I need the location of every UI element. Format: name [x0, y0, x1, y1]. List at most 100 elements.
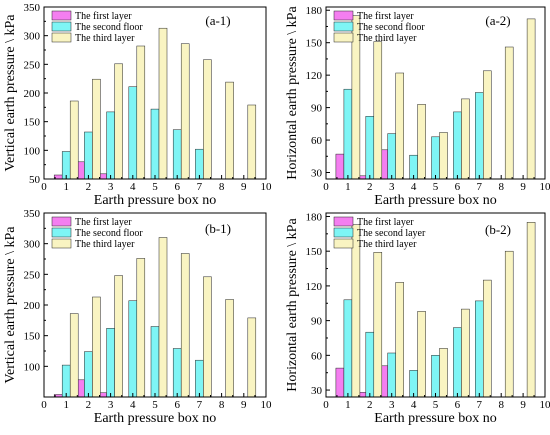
x-tick-label: 5: [152, 399, 158, 411]
legend-swatch-second: [51, 227, 72, 238]
bar-second-box-7: [195, 359, 204, 398]
bar-third-box-8: [225, 299, 234, 398]
bar-third-box-9: [247, 104, 257, 180]
bar-second-box-6: [172, 348, 182, 398]
bar-second-box-5: [431, 136, 440, 180]
bar-second-box-6: [453, 327, 462, 398]
chart-panel-1: 0 1 2 3 4 5 6 7 8 9 10 50 100 150 200 250 300 350 Earth pr…: [3, 2, 272, 208]
y-tick-label: 350: [24, 2, 41, 14]
y-tick-label: 200: [24, 88, 41, 100]
bar-second-box-2: [365, 116, 375, 180]
bar-third-box-2: [92, 296, 101, 398]
panel-caption: (b-1): [205, 221, 231, 236]
y-tick-label: 30: [311, 168, 323, 180]
bar-second-box-1: [61, 151, 71, 180]
bar-second-box-3: [106, 328, 115, 398]
x-tick-label: 5: [152, 181, 158, 193]
x-tick-label: 1: [63, 399, 69, 411]
legend-label: The first layer: [357, 11, 414, 22]
legend-swatch-third: [333, 238, 354, 249]
bar-third-box-7: [483, 279, 492, 398]
bar-second-box-5: [150, 108, 160, 180]
x-tick-label: 6: [455, 181, 461, 193]
bar-second-box-2: [84, 131, 93, 180]
bar-third-box-9: [526, 222, 536, 398]
legend-swatch-second: [333, 227, 354, 238]
x-tick-label: 4: [411, 399, 417, 411]
chart-panel-4: 0 1 2 3 4 5 6 7 8 9 10 30 60 90 120 150 180 Earth pressur…: [285, 211, 550, 426]
x-tick-label: 10: [540, 399, 550, 411]
y-tick-label: 180: [306, 5, 323, 17]
x-tick-label: 0: [323, 181, 329, 193]
y-tick-label: 90: [311, 316, 323, 328]
legend-swatch-first: [333, 216, 354, 227]
x-tick-label: 6: [174, 181, 180, 193]
bar-second-box-6: [453, 111, 462, 180]
x-tick-label: 3: [108, 399, 114, 411]
legend-label: The third layer: [357, 33, 417, 44]
legend-swatch-third: [51, 238, 72, 249]
bar-third-box-5: [158, 237, 168, 398]
x-tick-label: 10: [261, 399, 273, 411]
bar-third-box-3: [395, 282, 404, 398]
bar-second-box-6: [172, 129, 182, 180]
bar-third-box-7: [483, 70, 492, 180]
y-tick-label: 150: [306, 38, 323, 50]
bar-third-box-7: [203, 59, 212, 180]
x-tick-label: 8: [498, 399, 504, 411]
x-tick-label: 0: [41, 181, 47, 193]
x-tick-label: 7: [197, 181, 203, 193]
x-tick-label: 4: [130, 181, 136, 193]
x-tick-label: 8: [219, 399, 225, 411]
x-tick-label: 9: [241, 181, 247, 193]
bar-second-box-7: [475, 92, 484, 180]
bar-third-box-5: [439, 348, 448, 398]
bar-third-box-3: [114, 275, 123, 398]
bar-second-box-3: [387, 352, 396, 398]
x-tick-label: 6: [455, 399, 461, 411]
bar-second-box-3: [106, 111, 115, 180]
x-tick-label: 2: [367, 399, 373, 411]
bar-third-box-6: [461, 98, 470, 180]
x-tick-label: 3: [389, 181, 395, 193]
y-tick-label: 350: [24, 208, 41, 220]
bar-third-box-3: [114, 63, 123, 180]
x-tick-label: 9: [520, 181, 526, 193]
bar-third-box-2: [373, 41, 383, 180]
x-tick-label: 10: [261, 181, 273, 193]
y-tick-label: 60: [311, 135, 323, 147]
bar-second-box-1: [343, 299, 353, 398]
y-tick-label: 120: [306, 70, 323, 82]
y-tick-label: 180: [306, 211, 323, 223]
legend-swatch-third: [51, 32, 72, 43]
bar-third-box-8: [504, 46, 514, 180]
bar-third-box-1: [69, 100, 79, 180]
bar-third-box-6: [461, 308, 470, 398]
bar-second-box-1: [61, 364, 71, 398]
x-tick-label: 1: [345, 399, 351, 411]
x-tick-label: 9: [241, 399, 247, 411]
bar-third-box-5: [158, 27, 168, 180]
bar-third-box-1: [69, 313, 79, 398]
bar-second-box-7: [195, 148, 204, 180]
x-tick-label: 0: [323, 399, 329, 411]
bar-second-box-5: [431, 355, 440, 398]
x-tick-label: 3: [108, 181, 114, 193]
chart-panel-3: 0 1 2 3 4 5 6 7 8 9 10 100 150 200 250 300 350 Earth pres…: [3, 208, 272, 426]
y-tick-label: 150: [24, 331, 41, 343]
x-tick-label: 8: [219, 181, 225, 193]
x-tick-label: 4: [130, 399, 136, 411]
x-tick-label: 5: [433, 399, 439, 411]
bar-third-box-4: [136, 258, 146, 398]
x-tick-label: 7: [477, 181, 483, 193]
bar-third-box-4: [417, 104, 426, 180]
legend-label: The first layer: [75, 11, 132, 22]
y-tick-label: 150: [306, 246, 323, 258]
legend-swatch-first: [333, 10, 354, 21]
y-tick-label: 300: [24, 31, 41, 43]
legend-label: The third layer: [75, 33, 135, 44]
y-axis-title: Horizontal earth pressure \ kPa: [285, 218, 300, 392]
